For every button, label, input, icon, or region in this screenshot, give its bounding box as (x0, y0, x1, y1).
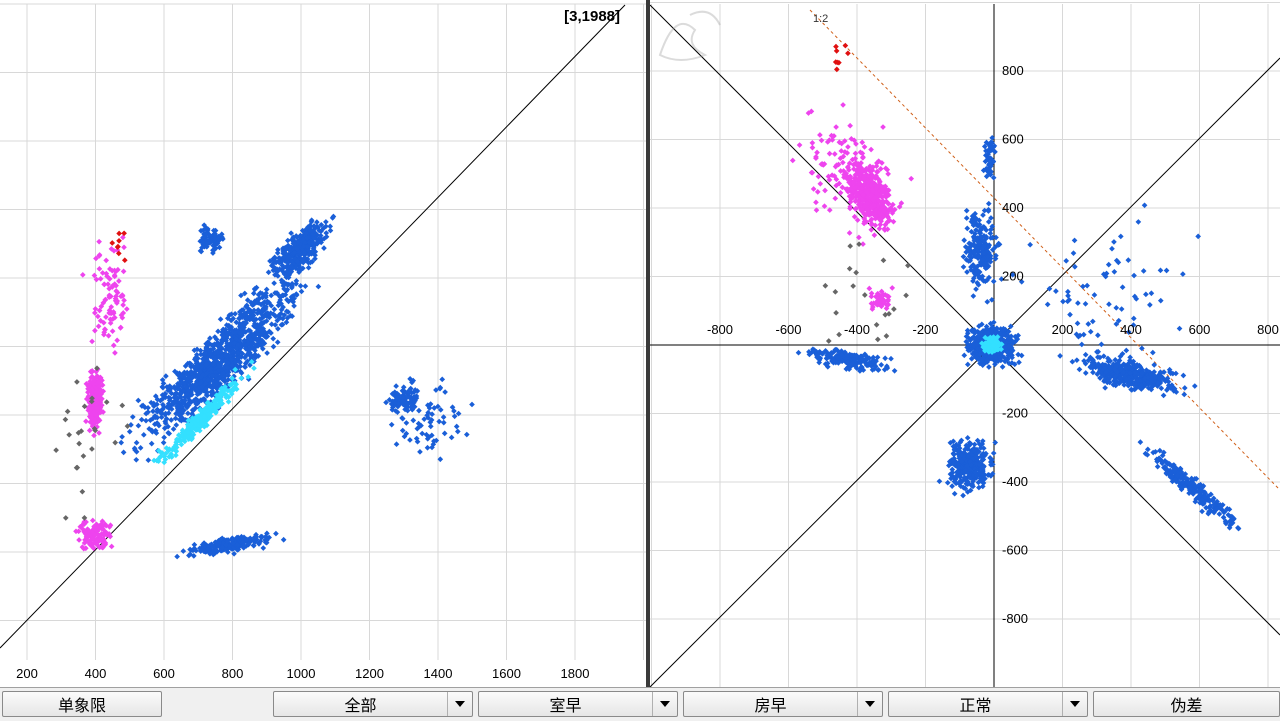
x-tick-label: 600 (1189, 322, 1211, 337)
all-dropdown-label: 全部 (274, 692, 447, 716)
premature-lower (73, 518, 114, 552)
artifact-label: 伪差 (1170, 692, 1202, 716)
y-tick-label: 400 (1002, 200, 1024, 215)
artifact-button[interactable]: 伪差 (1093, 691, 1280, 717)
y-tick-label: -800 (1002, 611, 1028, 626)
diagonal-line-2 (650, 58, 1280, 687)
watermark-logo (650, 0, 900, 70)
y-tick-label: 800 (1002, 63, 1024, 78)
x-tick-label: -200 (912, 322, 938, 337)
chevron-down-icon[interactable] (652, 692, 677, 716)
chevron-down-icon[interactable] (1062, 692, 1087, 716)
upper-lobe (961, 201, 1003, 305)
premature-lower (866, 285, 895, 312)
grid-lines (0, 4, 646, 660)
x-tick-label: 200 (16, 666, 38, 681)
normal-dropdown[interactable]: 正常 (888, 691, 1088, 717)
lorenz-scatter-svg[interactable]: 200 400 600 800 1000 1200 1400 1600 1800 (0, 0, 646, 687)
x-tick-label: 800 (222, 666, 244, 681)
left-lobe (796, 346, 898, 373)
x-tick-label: 200 (1052, 322, 1074, 337)
x-tick-label: 400 (85, 666, 107, 681)
y-tick-label: 200 (1002, 269, 1024, 284)
upper-spike (981, 135, 998, 181)
atrial-premature-label: 室早 (479, 692, 652, 716)
y-tick-label: 600 (1002, 132, 1024, 147)
x-tick-label: 600 (153, 666, 175, 681)
coordinate-readout: [3,1988] (564, 8, 620, 25)
y-tick-label: -400 (1002, 474, 1028, 489)
x-tick-label: -800 (707, 322, 733, 337)
premature-scatter (80, 235, 130, 356)
normal-dropdown-label: 正常 (889, 692, 1062, 716)
lower-lobe (937, 435, 998, 498)
bottom-toolbar: 单象限 全部 室早 房早 正常 伪差 (0, 687, 1280, 721)
ventricular-premature-label: 房早 (684, 692, 857, 716)
right-lobe (1070, 349, 1198, 398)
single-quadrant-label: 单象限 (58, 692, 106, 716)
chevron-down-icon[interactable] (857, 692, 882, 716)
ventricular-premature-dropdown[interactable]: 房早 (683, 691, 883, 717)
y-tick-label: -600 (1002, 543, 1028, 558)
ratio-line (810, 10, 1280, 490)
chevron-down-icon[interactable] (447, 692, 472, 716)
all-dropdown[interactable]: 全部 (273, 691, 473, 717)
lower-cluster (174, 531, 286, 560)
x-tick-label: 1000 (287, 666, 316, 681)
premature-scatter (790, 102, 914, 247)
x-tick-label: -400 (844, 322, 870, 337)
right-islet (383, 380, 420, 415)
premature-cluster (836, 155, 904, 238)
x-tick-label: 1200 (355, 666, 384, 681)
x-tick-label: 1600 (492, 666, 521, 681)
x-tick-label: 800 (1257, 322, 1279, 337)
y-tick-label: -200 (1002, 406, 1028, 421)
x-tick-label: 1800 (561, 666, 590, 681)
single-quadrant-button[interactable]: 单象限 (2, 691, 162, 717)
main-cluster (118, 256, 321, 463)
atrial-premature-dropdown[interactable]: 室早 (478, 691, 678, 717)
x-tick-label: -600 (775, 322, 801, 337)
upper-islet (197, 222, 225, 256)
x-tick-label: 400 (1120, 322, 1142, 337)
lower-right-lobe (1138, 439, 1242, 531)
lorenz-scatter-plot[interactable]: 200 400 600 800 1000 1200 1400 1600 1800 [3,1988… (0, 0, 646, 687)
x-tick-label: 1400 (424, 666, 453, 681)
diagonal-line-1 (650, 5, 1280, 635)
